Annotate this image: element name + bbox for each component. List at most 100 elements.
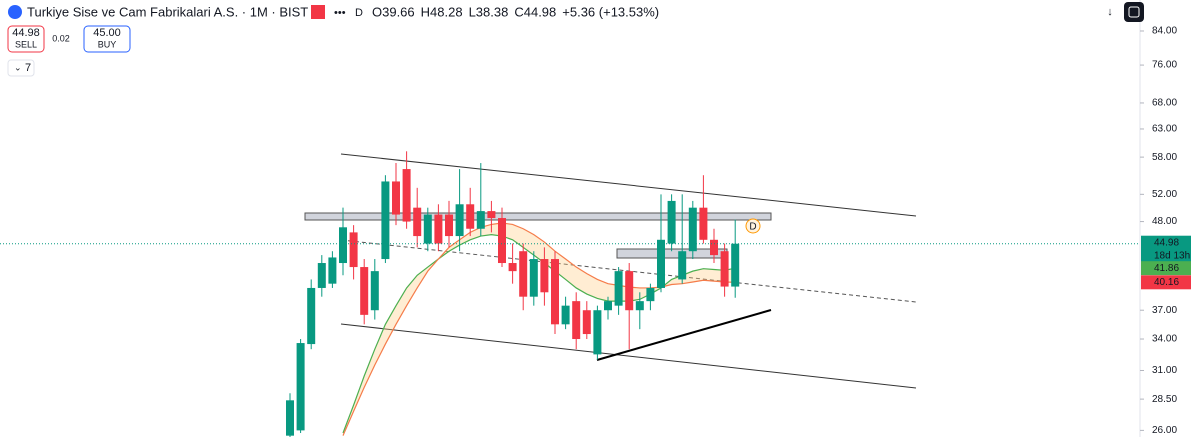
y-tick-label: 63.00 [1152, 124, 1177, 135]
ohlc-value: +5.36 (+13.53%) [562, 4, 659, 19]
y-tick-label: 68.00 [1152, 98, 1177, 109]
candle-body [498, 218, 506, 264]
ma-price-label: 41.86 [1154, 263, 1179, 274]
y-tick-label: 84.00 [1152, 26, 1177, 37]
trend-line [596, 309, 772, 361]
buy-label: BUY [98, 39, 117, 49]
sell-price: 44.98 [12, 27, 40, 39]
header: Turkiye Sise ve Cam Fabrikalari A.S. · 1… [7, 2, 1144, 77]
candle-body [604, 301, 612, 311]
channel-mid [340, 239, 917, 303]
y-tick-label: 58.00 [1152, 152, 1177, 163]
y-tick-label: 28.50 [1152, 394, 1177, 405]
candle-body [678, 251, 687, 280]
candle-body [328, 257, 337, 284]
y-tick-label: 48.00 [1152, 216, 1177, 227]
last-price-label: 44.98 [1154, 237, 1179, 248]
buy-button[interactable] [83, 25, 131, 53]
flag[interactable] [311, 5, 325, 19]
sell-button[interactable] [7, 25, 45, 53]
candle-body [646, 287, 655, 302]
candle-body [339, 227, 347, 264]
candle-body [434, 214, 443, 244]
scroll-down[interactable]: ↓ [1107, 6, 1113, 18]
candle-body [487, 211, 496, 219]
fullscreen-icon [1128, 6, 1140, 18]
candle-body [582, 310, 591, 335]
candle-body [635, 301, 644, 311]
ohlc-value: L38.38 [469, 4, 509, 19]
candle-body [296, 343, 305, 431]
candle-body [657, 239, 665, 288]
ohlc-legend: O39.66 H48.28 L38.38 C44.98 +5.36 (+13.53%) [372, 4, 659, 19]
candle-body [423, 214, 432, 244]
dividend-badge: D [355, 7, 363, 19]
candle-body [317, 263, 326, 288]
candle-body [625, 271, 634, 311]
ohlc-value: H48.28 [421, 4, 463, 19]
candle-body [529, 259, 538, 297]
candle-body [731, 243, 740, 287]
spread: 0.02 [52, 33, 70, 43]
candle-body [572, 301, 581, 340]
candle-body [561, 305, 570, 325]
event-marker [745, 218, 761, 234]
y-tick-label: 52.00 [1152, 189, 1177, 200]
candle-body [392, 181, 400, 215]
candle-body [540, 259, 549, 293]
y-tick-label: 34.00 [1152, 334, 1177, 345]
candle-body [699, 207, 708, 240]
symbol-logo [8, 5, 22, 19]
ma-price-label: 40.16 [1154, 277, 1179, 288]
last-price-box [1141, 235, 1191, 264]
candle-body [360, 267, 369, 315]
indicator-count: 7 [25, 62, 31, 74]
moving-average [342, 233, 736, 434]
candle-body [413, 207, 422, 237]
candle-body [381, 181, 390, 260]
candle-body [519, 251, 528, 297]
candle-body [688, 207, 697, 252]
drawings [304, 153, 917, 389]
candle-body [476, 211, 485, 229]
event-label: D [749, 222, 756, 233]
plot [286, 151, 740, 437]
channel-bottom [340, 323, 917, 389]
candle-body [455, 204, 464, 237]
candle-body [667, 200, 676, 244]
resistance-zone [304, 212, 772, 221]
candle-body [370, 271, 379, 311]
ohlc-value: C44.98 [514, 4, 556, 19]
candle-body [307, 287, 316, 345]
channel-top [340, 153, 917, 217]
candle-body [551, 259, 559, 325]
chevron: ⌄ [14, 62, 22, 72]
y-tick-label: 76.00 [1152, 60, 1177, 71]
y-tick-label: 37.00 [1152, 305, 1177, 316]
candle-body [466, 204, 475, 229]
candle-body [710, 239, 718, 256]
fullscreen-button[interactable] [1124, 2, 1144, 22]
y-tick-label: 26.00 [1152, 425, 1177, 436]
moving-average [342, 222, 736, 436]
ohlc-value: O39.66 [372, 4, 415, 19]
ma-price-box [1141, 275, 1191, 290]
ma-price-box [1141, 261, 1191, 276]
candle-body [508, 263, 517, 272]
candle-body [593, 310, 602, 355]
candle-body [445, 214, 453, 237]
sell-label: SELL [15, 39, 37, 49]
candle-body [349, 232, 358, 268]
candle-body [402, 169, 411, 222]
buy-price: 45.00 [93, 27, 121, 39]
candle-body [614, 271, 623, 306]
symbol-title: Turkiye Sise ve Cam Fabrikalari A.S. · 1… [27, 4, 308, 19]
indicators-toggle[interactable] [7, 59, 35, 77]
candle-body [720, 251, 729, 287]
y-tick-label: 31.00 [1152, 365, 1177, 376]
countdown-label: 18d 13h [1154, 250, 1190, 261]
candle-body [286, 400, 294, 436]
menu[interactable]: ••• [334, 7, 346, 19]
